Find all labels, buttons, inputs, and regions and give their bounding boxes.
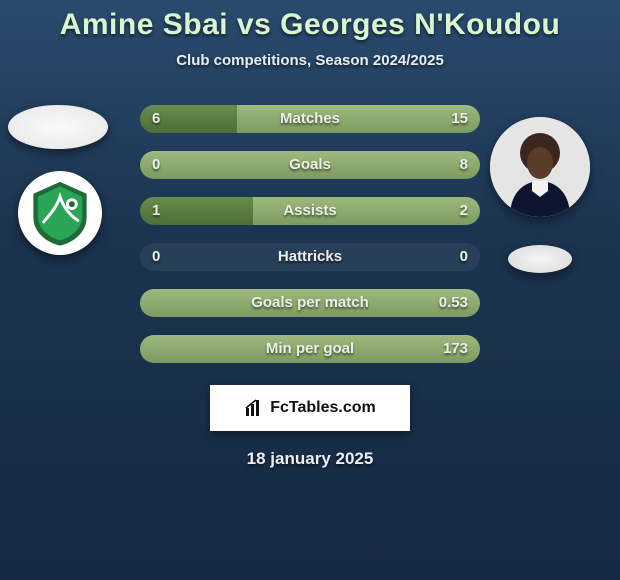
branding-icon: [244, 398, 264, 418]
stat-value-left: 0: [152, 243, 160, 271]
stat-row: 0.53Goals per match: [140, 289, 480, 317]
stat-value-left: 0: [152, 151, 160, 179]
subtitle: Club competitions, Season 2024/2025: [0, 52, 620, 69]
stat-bar-right: [253, 197, 480, 225]
stat-bar-right: [140, 151, 480, 179]
player2-club-badge: [508, 245, 572, 273]
stat-value-right: 0: [460, 243, 468, 271]
branding-text: FcTables.com: [270, 399, 376, 417]
stat-bar-right: [237, 105, 480, 133]
stat-row: 0 0Hattricks: [140, 243, 480, 271]
stat-row: 615Matches: [140, 105, 480, 133]
stat-value-right: 8: [460, 151, 468, 179]
stat-value-right: 173: [443, 335, 468, 363]
branding-badge: FcTables.com: [210, 385, 410, 431]
player1-club-badge: [18, 171, 102, 255]
stat-bar-right: [140, 335, 480, 363]
player2-photo: [490, 117, 590, 217]
stat-value-right: 2: [460, 197, 468, 225]
club-badge-icon: [23, 176, 97, 250]
stat-value-right: 0.53: [439, 289, 468, 317]
stat-row: 173Min per goal: [140, 335, 480, 363]
stat-value-left: 6: [152, 105, 160, 133]
stat-row: 08Goals: [140, 151, 480, 179]
stat-row: 12Assists: [140, 197, 480, 225]
page-title: Amine Sbai vs Georges N'Koudou: [0, 8, 620, 42]
date-text: 18 january 2025: [0, 449, 620, 469]
comparison-area: 615Matches08Goals12Assists00Hattricks0.5…: [0, 105, 620, 375]
stat-label: Hattricks: [140, 243, 480, 271]
stat-value-right: 15: [451, 105, 468, 133]
player1-photo: [8, 105, 108, 149]
stat-bar-right: [140, 289, 480, 317]
stat-rows: 615Matches08Goals12Assists00Hattricks0.5…: [140, 105, 480, 381]
stat-value-left: 1: [152, 197, 160, 225]
